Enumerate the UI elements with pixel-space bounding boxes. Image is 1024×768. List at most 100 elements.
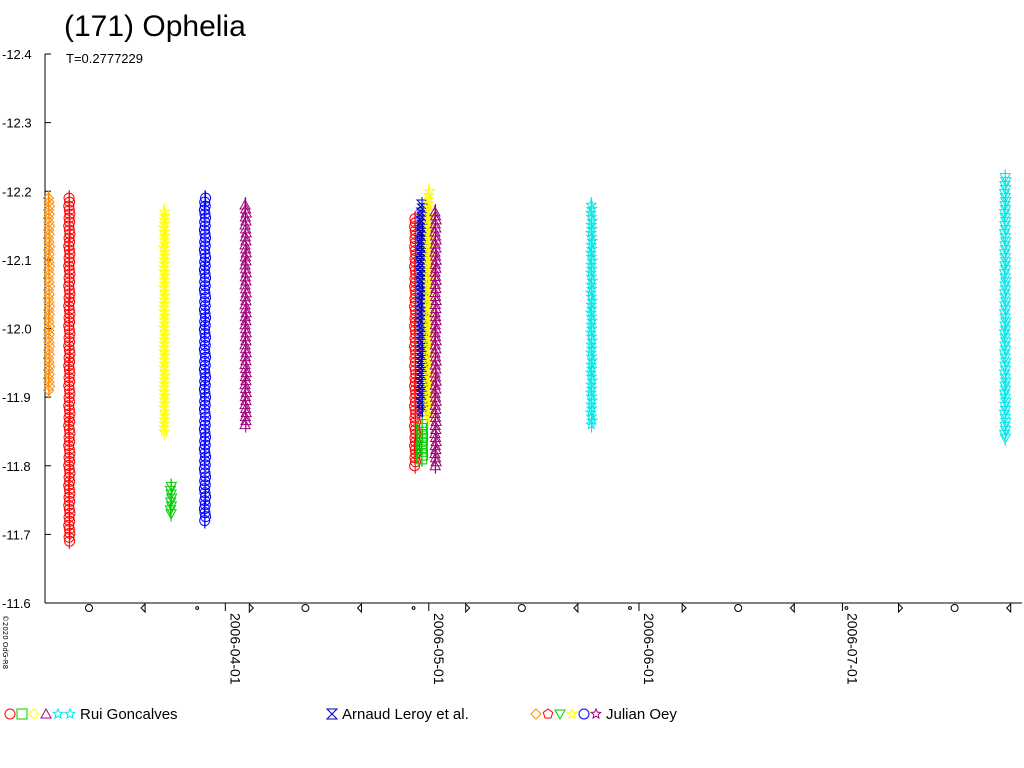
data-series — [415, 416, 429, 467]
data-point — [239, 238, 251, 250]
x-tick-label: 2006-04-01 — [227, 613, 243, 685]
data-point — [429, 246, 441, 257]
y-tick-label: -12.3 — [2, 116, 32, 131]
data-point — [42, 232, 55, 244]
data-point — [64, 236, 76, 248]
data-point — [199, 367, 211, 379]
data-point — [64, 475, 76, 487]
phase-marker-icon — [85, 604, 93, 612]
data-point — [63, 260, 75, 272]
legend-marker-icon — [542, 708, 554, 719]
data-point — [63, 320, 75, 332]
data-point — [165, 489, 177, 501]
data-point — [199, 320, 211, 332]
data-point — [585, 418, 598, 430]
data-point — [417, 449, 429, 461]
data-point — [415, 247, 428, 259]
data-point — [63, 523, 75, 535]
data-point — [415, 356, 428, 368]
data-point — [199, 475, 211, 487]
data-point — [409, 360, 421, 372]
data-point — [584, 406, 597, 418]
data-point — [584, 226, 597, 239]
data-point — [200, 391, 212, 403]
data-point — [157, 381, 170, 393]
data-point — [416, 426, 428, 438]
data-point — [199, 487, 211, 499]
x-tick-label: 2006-06-01 — [641, 613, 657, 685]
data-point — [158, 285, 171, 297]
data-point — [64, 416, 76, 428]
data-point — [585, 338, 598, 350]
data-point — [409, 340, 421, 352]
data-point — [64, 308, 76, 320]
data-series — [584, 196, 599, 433]
data-point — [63, 519, 75, 531]
data-point — [200, 451, 212, 463]
data-point — [585, 218, 598, 231]
x-tick-label: 2006-07-01 — [844, 613, 860, 685]
data-point — [43, 248, 56, 260]
data-point — [198, 284, 210, 296]
data-point — [64, 356, 76, 368]
data-point — [239, 298, 251, 310]
data-point — [430, 455, 443, 467]
y-tick: -11.8 — [2, 459, 51, 474]
data-point — [415, 268, 428, 280]
x-tick: 2006-07-01 — [841, 603, 860, 685]
data-point — [409, 304, 421, 316]
data-series — [42, 190, 56, 399]
data-point — [585, 230, 598, 243]
data-point — [63, 499, 75, 511]
data-point — [415, 328, 428, 340]
x-tick: 2006-04-01 — [224, 603, 243, 685]
legend-marker-icon — [530, 708, 542, 720]
data-point — [199, 379, 211, 391]
data-point — [63, 332, 75, 344]
data-series — [998, 169, 1012, 447]
data-point — [200, 511, 212, 523]
data-point — [422, 395, 435, 407]
data-point — [63, 280, 75, 292]
phase-marker-icon — [301, 604, 310, 612]
data-point — [422, 276, 435, 288]
data-point — [63, 459, 75, 471]
data-point — [63, 451, 75, 463]
data-point — [64, 296, 76, 308]
data-point — [165, 509, 177, 520]
y-tick-label: -11.7 — [2, 527, 31, 542]
data-point — [415, 377, 428, 389]
x-tick: 2006-06-01 — [638, 603, 657, 685]
data-point — [200, 331, 212, 343]
data-point — [63, 224, 75, 236]
y-tick-label: -12.4 — [2, 47, 32, 62]
phase-marker-icon — [573, 602, 579, 614]
phase-marker-icon — [1005, 602, 1012, 614]
data-point — [42, 272, 55, 284]
phase-marker-icon — [140, 602, 146, 614]
data-point — [63, 439, 75, 451]
phase-marker-icon — [950, 604, 959, 612]
data-point — [199, 260, 211, 272]
data-point — [42, 284, 55, 296]
legend-label: Arnaud Leroy et al. — [342, 705, 469, 723]
data-series — [429, 203, 443, 474]
y-tick: -12.4 — [2, 47, 51, 62]
legend-marker-icon — [566, 707, 578, 720]
data-point — [157, 341, 170, 353]
legend-item-observer-3: Julian Oey — [530, 703, 677, 725]
data-point — [157, 281, 170, 293]
period-label: T=0.2777229 — [66, 51, 143, 66]
data-point — [415, 207, 428, 219]
data-point — [63, 392, 75, 404]
data-point — [198, 304, 210, 316]
data-point — [64, 428, 76, 440]
data-point — [410, 436, 422, 448]
data-point — [198, 403, 210, 415]
y-tick: -12.2 — [2, 184, 51, 199]
data-point — [43, 320, 56, 332]
data-point — [158, 225, 171, 237]
data-series — [157, 203, 171, 440]
phase-marker-icon — [248, 602, 255, 614]
data-point — [409, 352, 421, 364]
